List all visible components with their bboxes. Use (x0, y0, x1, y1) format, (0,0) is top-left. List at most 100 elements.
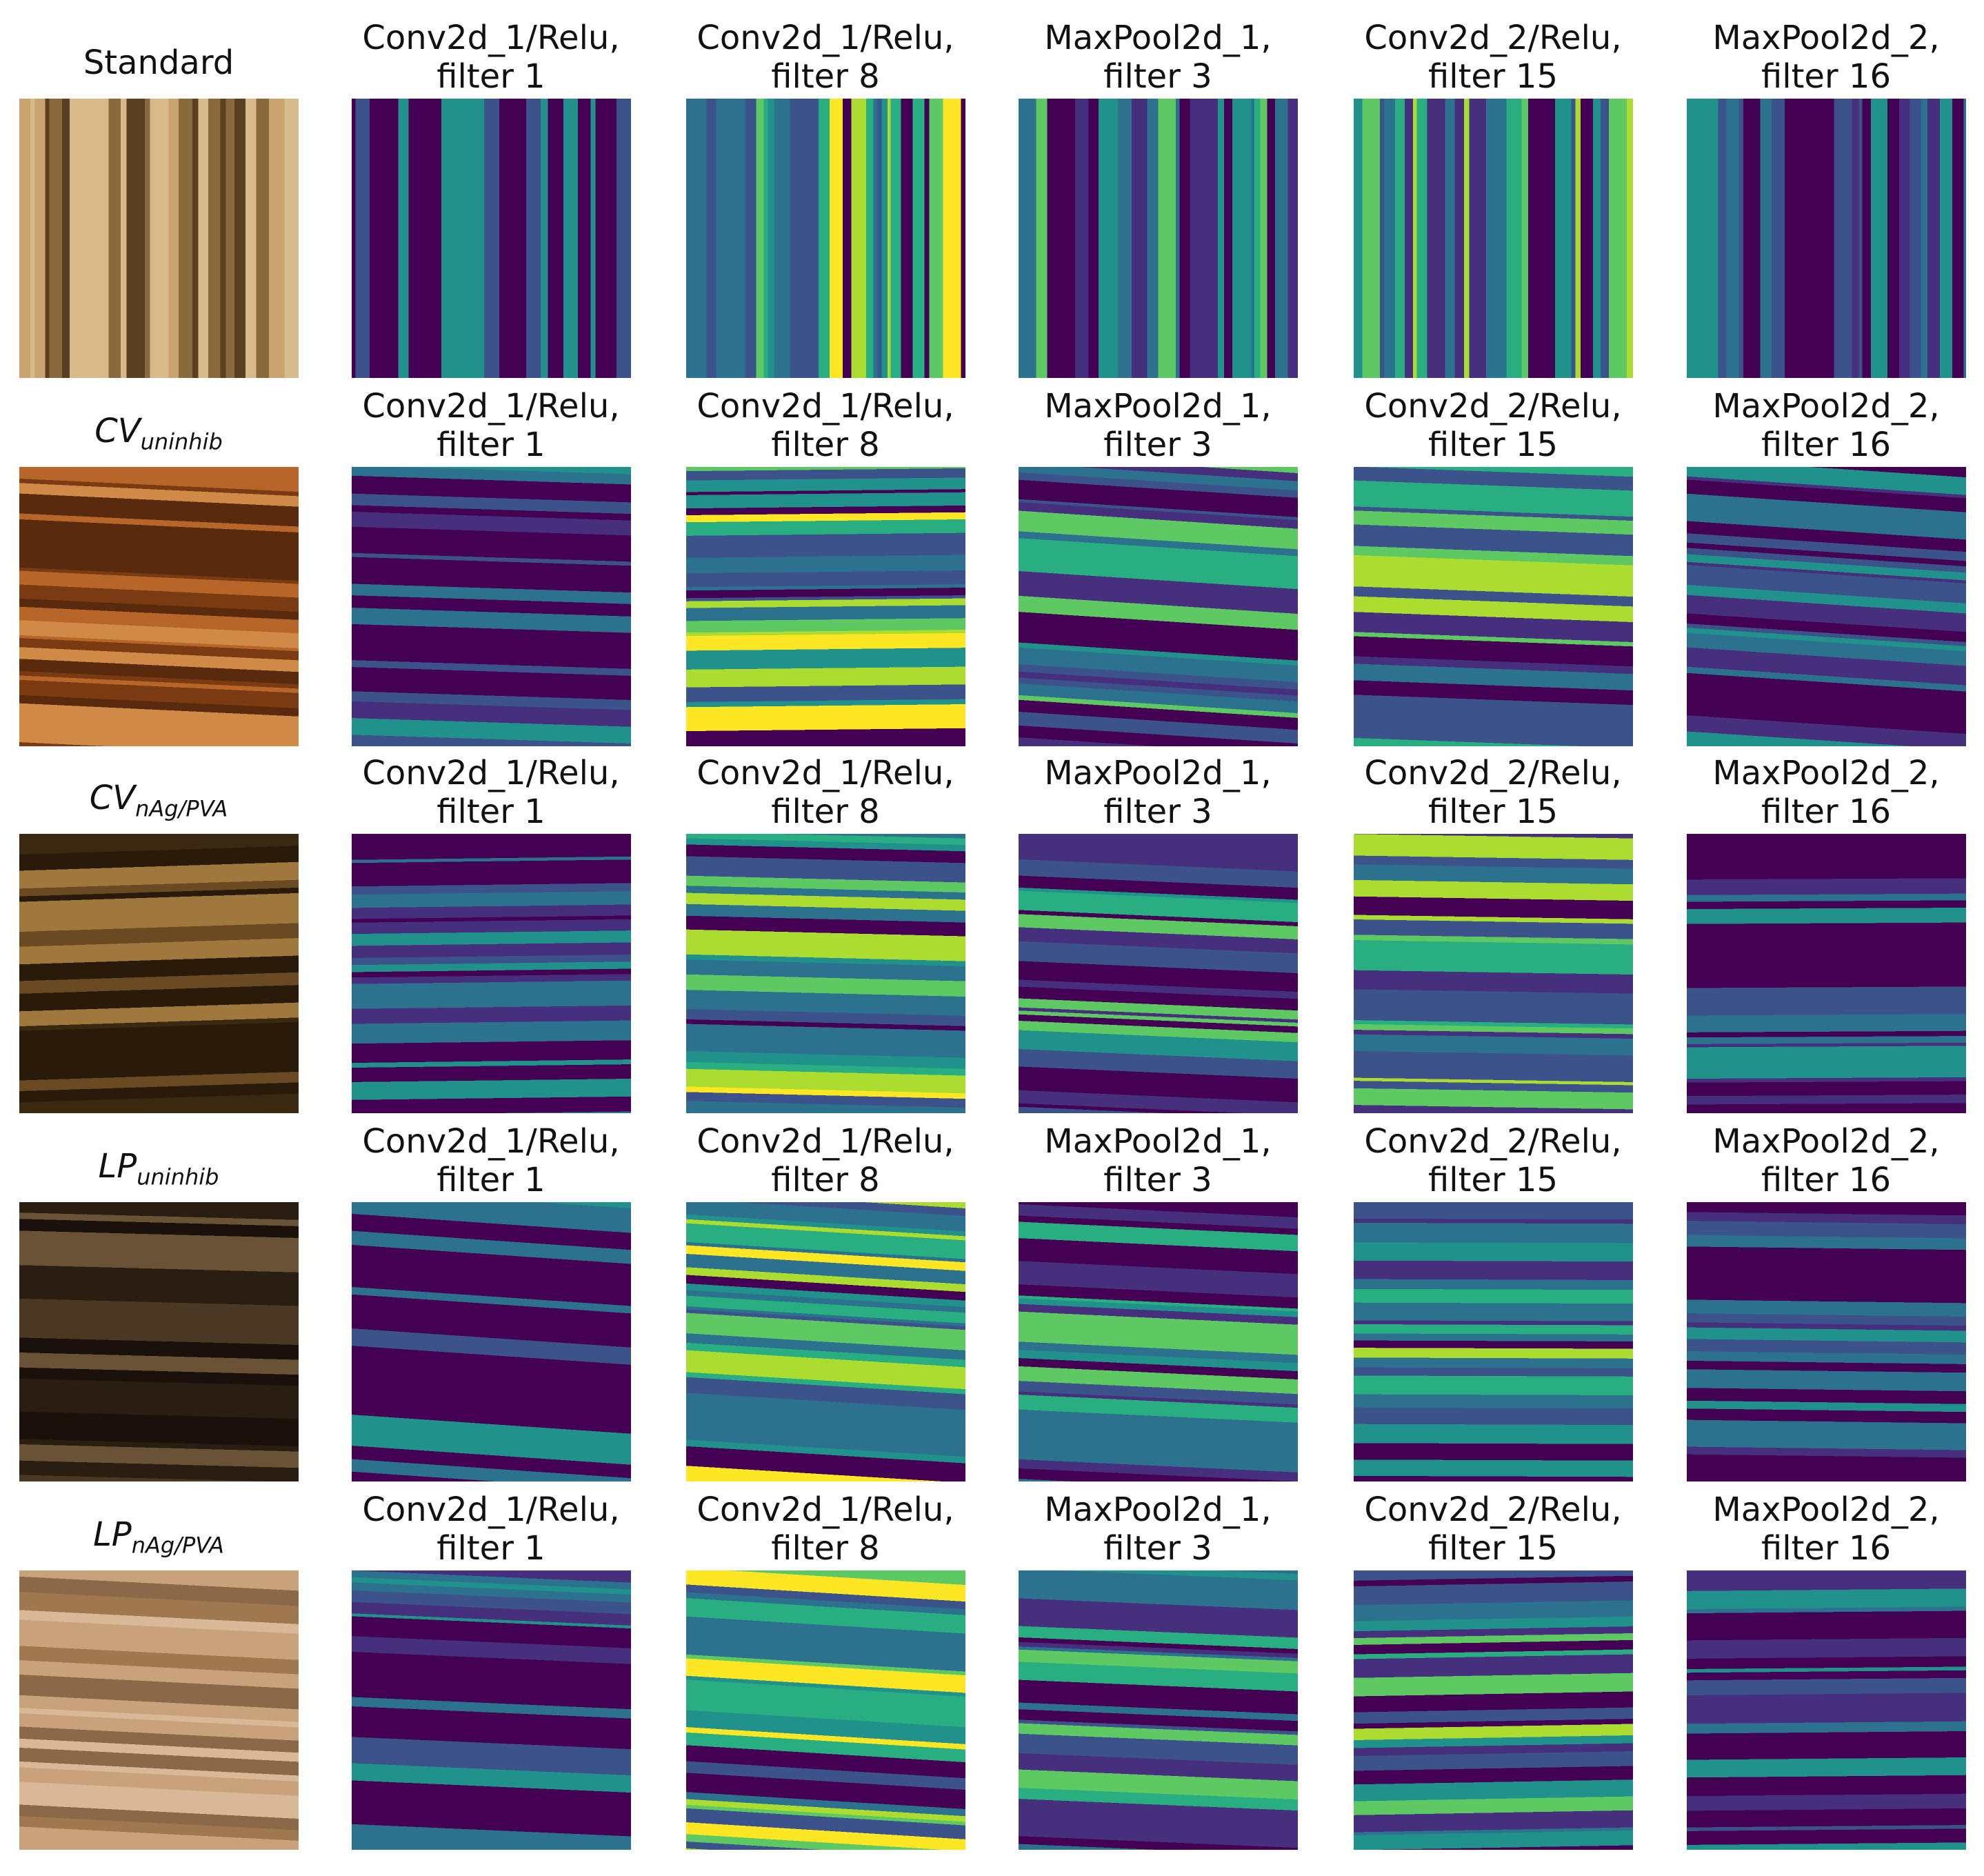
panel-title: filter 8 (771, 1529, 880, 1568)
label-main: CVnAg/PVA (89, 779, 228, 822)
sample-photo (19, 1570, 299, 1850)
label-sub: nAg/PVA (131, 1532, 224, 1559)
panel-title: filter 1 (437, 1161, 545, 1199)
panel-title: Conv2d_2/Relu, (1364, 1490, 1622, 1529)
feature-map (1019, 467, 1298, 746)
feature-map (352, 467, 631, 746)
panel-title: Conv2d_1/Relu, (362, 754, 620, 792)
panel-title: filter 16 (1761, 426, 1891, 464)
feature-map (1019, 99, 1298, 378)
panel-title: filter 8 (771, 792, 880, 831)
panel-title: MaxPool2d_2, (1712, 19, 1940, 57)
panel-title: filter 3 (1103, 426, 1212, 464)
panel-title: filter 3 (1103, 792, 1212, 831)
feature-map (686, 1570, 965, 1850)
panel-title: filter 1 (437, 426, 545, 464)
label-main: LPnAg/PVA (93, 1515, 224, 1559)
panel-title: MaxPool2d_2, (1712, 387, 1940, 426)
feature-map (1354, 467, 1633, 746)
panel-title: Conv2d_1/Relu, (697, 754, 954, 792)
feature-map (686, 1202, 965, 1481)
label-main-text: Standard (83, 43, 234, 82)
panel-title: MaxPool2d_1, (1044, 387, 1272, 426)
panel-title: Conv2d_1/Relu, (362, 1490, 620, 1529)
panel-title: MaxPool2d_2, (1712, 754, 1940, 792)
label-sub: nAg/PVA (135, 795, 228, 822)
sample-photo (19, 1202, 299, 1481)
panel-title: Conv2d_2/Relu, (1364, 754, 1622, 792)
panel-title: filter 15 (1428, 426, 1558, 464)
feature-map (1687, 1570, 1966, 1850)
sample-photo (19, 834, 299, 1113)
feature-map (1354, 834, 1633, 1113)
label-main: Standard (83, 43, 234, 82)
panel-title: Conv2d_1/Relu, (697, 19, 954, 57)
feature-map (686, 834, 965, 1113)
panel-title: Conv2d_2/Relu, (1364, 1122, 1622, 1161)
sample-photo (19, 467, 299, 746)
panel-title: MaxPool2d_1, (1044, 1122, 1272, 1161)
panel-title: filter 16 (1761, 792, 1891, 831)
panel-title: Conv2d_1/Relu, (697, 1490, 954, 1529)
panel-title: filter 15 (1428, 1161, 1558, 1199)
row-label: Standard (0, 43, 338, 82)
feature-map (352, 1202, 631, 1481)
panel-title: filter 15 (1428, 1529, 1558, 1568)
feature-map (686, 467, 965, 746)
feature-map (1687, 1202, 1966, 1481)
feature-map (1019, 1570, 1298, 1850)
panel-title: filter 3 (1103, 1161, 1212, 1199)
panel-title: Conv2d_2/Relu, (1364, 19, 1622, 57)
row-label: CVnAg/PVA (0, 779, 338, 828)
label-main-text: LP (98, 1147, 137, 1186)
feature-map (1019, 834, 1298, 1113)
panel-title: filter 16 (1761, 1529, 1891, 1568)
panel-title: filter 15 (1428, 57, 1558, 96)
label-main-text: LP (93, 1515, 132, 1554)
panel-title: filter 3 (1103, 1529, 1212, 1568)
feature-map (1019, 1202, 1298, 1481)
feature-map (352, 1570, 631, 1850)
label-main: LPuninhib (98, 1147, 219, 1190)
panel-title: Conv2d_2/Relu, (1364, 387, 1622, 426)
panel-title: filter 16 (1761, 57, 1891, 96)
panel-title: Conv2d_1/Relu, (362, 1122, 620, 1161)
label-main-text: CV (94, 412, 141, 450)
panel-title: MaxPool2d_1, (1044, 19, 1272, 57)
feature-map (352, 834, 631, 1113)
panel-title: MaxPool2d_1, (1044, 754, 1272, 792)
panel-title: filter 1 (437, 792, 545, 831)
label-main-text: CV (89, 779, 136, 817)
feature-map (1354, 99, 1633, 378)
panel-title: filter 1 (437, 57, 545, 96)
feature-map (1687, 99, 1966, 378)
panel-title: MaxPool2d_2, (1712, 1122, 1940, 1161)
label-sub: uninhib (137, 1164, 219, 1190)
panel-title: MaxPool2d_1, (1044, 1490, 1272, 1529)
row-label: LPnAg/PVA (0, 1515, 338, 1565)
feature-map (686, 99, 965, 378)
panel-title: filter 16 (1761, 1161, 1891, 1199)
row-label: CVuninhib (0, 412, 338, 461)
feature-map (1354, 1570, 1633, 1850)
label-main: CVuninhib (94, 412, 223, 455)
panel-title: filter 15 (1428, 792, 1558, 831)
label-sub: uninhib (140, 428, 223, 455)
feature-map (352, 99, 631, 378)
panel-title: MaxPool2d_2, (1712, 1490, 1940, 1529)
panel-title: Conv2d_1/Relu, (697, 387, 954, 426)
feature-map (1354, 1202, 1633, 1481)
feature-map (1687, 467, 1966, 746)
panel-title: Conv2d_1/Relu, (362, 19, 620, 57)
panel-title: filter 8 (771, 1161, 880, 1199)
sample-photo (19, 99, 299, 378)
panel-title: filter 1 (437, 1529, 545, 1568)
panel-title: Conv2d_1/Relu, (362, 387, 620, 426)
panel-title: Conv2d_1/Relu, (697, 1122, 954, 1161)
panel-title: filter 8 (771, 57, 880, 96)
row-label: LPuninhib (0, 1147, 338, 1197)
feature-map (1687, 834, 1966, 1113)
panel-title: filter 3 (1103, 57, 1212, 96)
panel-title: filter 8 (771, 426, 880, 464)
